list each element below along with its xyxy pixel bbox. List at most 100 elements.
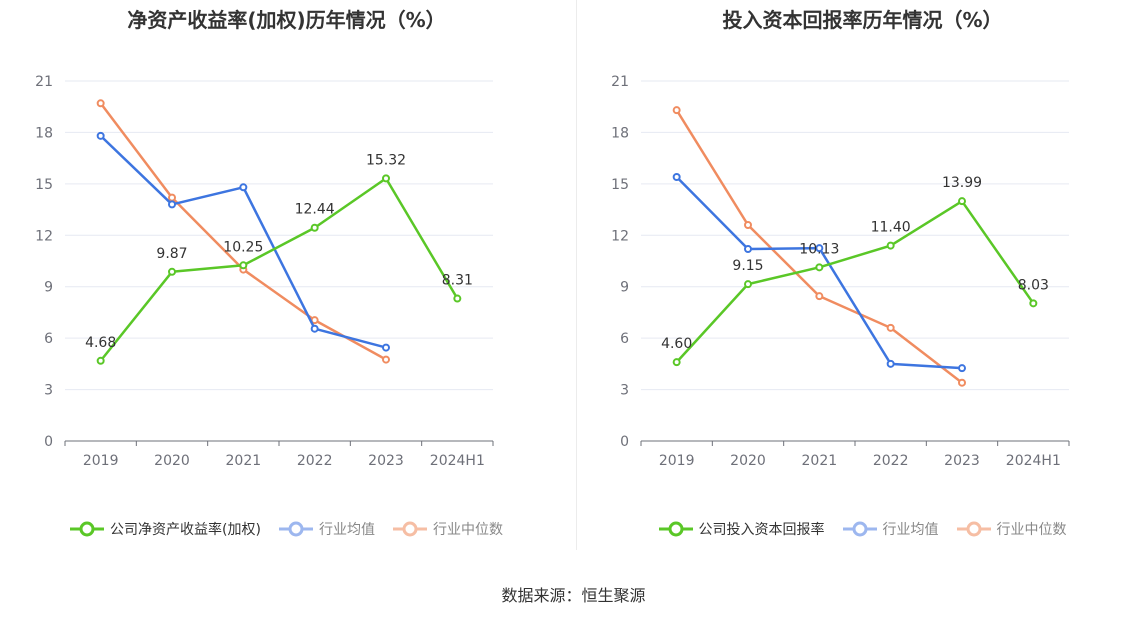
data-point-industry-median — [815, 292, 824, 301]
y-tick-label: 21 — [611, 74, 629, 90]
roe-chart-plot: 0 3 6 9 12 15 18 21 2019 2020 2021 2022 2023 2024H1 4.… — [35, 74, 494, 469]
data-label: 13.99 — [942, 175, 982, 191]
legend-item-company[interactable]: 公司投入资本回报率 — [658, 519, 825, 539]
panel-divider — [576, 0, 577, 550]
series-line-industry-avg — [675, 176, 963, 370]
data-point-company — [96, 356, 105, 365]
data-label: 8.31 — [442, 273, 473, 289]
y-tick-label: 12 — [611, 228, 629, 244]
data-label: 12.44 — [295, 202, 335, 218]
data-point-industry-median — [958, 378, 966, 387]
x-tick-label: 2022 — [297, 453, 333, 469]
legend-marker-industry-median — [956, 521, 991, 537]
legend-item-company[interactable]: 公司净资产收益率(加权) — [70, 519, 261, 539]
x-tick-label: 2023 — [944, 453, 980, 469]
data-label: 10.25 — [223, 239, 263, 255]
y-tick-label: 15 — [611, 177, 629, 193]
data-point-industry-avg — [958, 364, 966, 373]
data-label: 8.03 — [1018, 277, 1049, 293]
legend-label-industry-median: 行业中位数 — [432, 522, 503, 538]
y-tick-label: 0 — [620, 434, 629, 450]
roic-chart-panel: 投入资本回报率历年情况（%） 0 3 6 9 12 15 18 21 2019 2020 2021 2… — [576, 0, 1147, 560]
roic-chart-plot: 0 3 6 9 12 15 18 21 2019 2020 2021 2022 2023 2024H1 4.… — [611, 74, 1070, 469]
x-tick-label: 2024H1 — [430, 453, 485, 469]
x-tick-label: 2022 — [873, 453, 909, 469]
data-point-industry-avg — [886, 359, 895, 368]
x-tick-label: 2019 — [83, 453, 119, 469]
data-point-company — [1029, 299, 1038, 308]
data-label: 11.40 — [871, 220, 911, 236]
data-label: 9.87 — [156, 246, 187, 262]
data-point-industry-avg — [672, 173, 681, 181]
data-label: 9.15 — [732, 258, 763, 274]
data-label: 4.68 — [85, 335, 116, 351]
legend-item-industry-avg[interactable]: 行业均值 — [278, 519, 375, 539]
y-tick-label: 9 — [620, 280, 629, 296]
y-tick-label: 21 — [35, 74, 53, 90]
x-tick-label: 2020 — [730, 453, 766, 469]
legend-marker-company — [70, 521, 105, 537]
data-point-company — [310, 223, 319, 232]
data-point-industry-avg — [382, 343, 390, 352]
data-point-company — [453, 294, 462, 303]
data-source-note: 数据来源：恒生聚源 — [501, 586, 646, 605]
legend-item-industry-avg[interactable]: 行业均值 — [842, 519, 939, 539]
data-point-company — [815, 263, 824, 272]
x-tick-label: 2021 — [226, 453, 262, 469]
chart-legend: 公司净资产收益率(加权) 行业均值 行业中位数 — [0, 519, 573, 539]
y-tick-label: 18 — [35, 125, 53, 141]
data-point-industry-avg — [310, 324, 319, 333]
data-point-industry-avg — [96, 131, 105, 140]
data-point-industry-median — [744, 221, 752, 229]
y-tick-label: 15 — [35, 177, 53, 193]
chart-title: 净资产收益率(加权)历年情况（%） — [127, 8, 446, 32]
data-label: 4.60 — [661, 336, 692, 352]
chart-legend: 公司投入资本回报率 行业均值 行业中位数 — [576, 519, 1147, 539]
data-point-company — [382, 174, 390, 183]
data-point-industry-median — [382, 355, 390, 364]
legend-marker-industry-avg — [842, 521, 877, 537]
legend-label-company: 公司投入资本回报率 — [698, 522, 825, 538]
y-tick-label: 18 — [611, 125, 629, 141]
y-tick-label: 12 — [35, 228, 53, 244]
legend-label-industry-avg: 行业均值 — [882, 522, 939, 538]
y-tick-label: 0 — [44, 434, 53, 450]
data-point-industry-avg — [239, 183, 248, 192]
data-point-industry-median — [96, 99, 105, 108]
y-tick-label: 6 — [620, 331, 629, 347]
data-point-industry-avg — [168, 200, 176, 209]
y-tick-label: 3 — [620, 383, 629, 399]
data-label: 15.32 — [366, 152, 406, 168]
series-line-industry-median — [99, 102, 387, 361]
data-point-company — [958, 197, 966, 206]
data-point-company — [239, 261, 248, 270]
legend-label-industry-avg: 行业均值 — [318, 522, 375, 538]
data-point-industry-avg — [815, 244, 824, 253]
series-line-company — [99, 177, 459, 362]
data-point-company — [744, 280, 752, 289]
y-tick-label: 9 — [44, 280, 53, 296]
data-point-industry-median — [886, 323, 895, 332]
data-label: 10.13 — [799, 241, 839, 257]
legend-label-company: 公司净资产收益率(加权) — [110, 522, 261, 538]
x-tick-label: 2021 — [802, 453, 838, 469]
legend-item-industry-median[interactable]: 行业中位数 — [392, 519, 503, 539]
legend-label-industry-median: 行业中位数 — [996, 522, 1067, 538]
y-tick-label: 6 — [44, 331, 53, 347]
data-point-industry-median — [168, 193, 176, 202]
legend-marker-industry-avg — [278, 521, 313, 537]
x-tick-label: 2023 — [368, 453, 404, 469]
data-point-industry-median — [672, 106, 681, 115]
legend-marker-company — [658, 521, 693, 537]
x-tick-label: 2024H1 — [1006, 453, 1061, 469]
legend-marker-industry-median — [392, 521, 427, 537]
chart-title: 投入资本回报率历年情况（%） — [722, 8, 1003, 32]
x-tick-label: 2020 — [154, 453, 190, 469]
data-point-company — [886, 241, 895, 250]
y-tick-label: 3 — [44, 383, 53, 399]
data-point-company — [672, 358, 681, 367]
legend-item-industry-median[interactable]: 行业中位数 — [956, 519, 1067, 539]
data-point-industry-avg — [744, 245, 752, 253]
series-line-company — [675, 199, 1035, 363]
roe-chart-panel: 净资产收益率(加权)历年情况（%） 0 3 6 9 12 15 18 21 2019 2020 20… — [0, 0, 573, 560]
